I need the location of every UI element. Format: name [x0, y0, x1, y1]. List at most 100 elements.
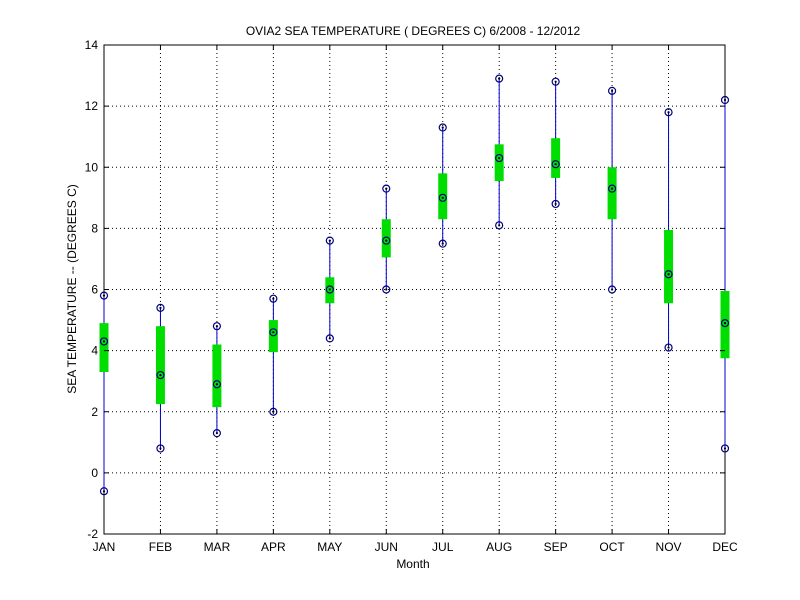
max-marker-dot — [159, 306, 162, 309]
median-marker-dot — [554, 163, 557, 166]
median-marker — [99, 337, 109, 346]
y-axis-label: SEA TEMPERATURE -- (DEGREES C) — [65, 184, 79, 394]
x-tick-label: SEP — [544, 540, 568, 554]
iqr-box — [607, 167, 617, 220]
max-marker — [99, 291, 109, 300]
min-marker-dot — [215, 432, 219, 435]
x-axis-label: Month — [396, 557, 429, 571]
min-marker-dot — [498, 224, 501, 227]
median-marker — [551, 160, 560, 169]
box-group-may — [325, 236, 335, 343]
median-marker-dot — [610, 187, 614, 190]
max-marker — [325, 236, 334, 245]
box-group-nov — [664, 108, 674, 352]
box-group-sep — [551, 77, 561, 209]
x-tick-label: AUG — [486, 540, 512, 554]
min-marker — [607, 285, 617, 294]
box-group-jan — [99, 291, 109, 496]
median-marker-dot — [441, 196, 444, 199]
median-marker-dot — [667, 273, 670, 276]
median-marker-dot — [215, 383, 219, 386]
box-group-feb — [155, 303, 165, 453]
min-marker-dot — [610, 288, 614, 291]
min-marker — [156, 444, 165, 453]
y-tick-label: 6 — [91, 283, 98, 297]
min-marker — [720, 444, 730, 453]
median-marker — [438, 193, 447, 202]
box-group-jul — [438, 123, 448, 248]
iqr-box — [551, 138, 561, 178]
x-tick-label: JAN — [93, 540, 116, 554]
iqr-box — [438, 173, 448, 220]
max-marker-dot — [102, 294, 106, 297]
min-marker-dot — [272, 410, 275, 413]
max-marker — [607, 86, 617, 95]
max-marker-dot — [723, 98, 727, 102]
iqr-box — [155, 326, 165, 405]
min-marker-dot — [554, 202, 557, 206]
median-marker-dot — [385, 239, 388, 242]
min-marker — [551, 199, 560, 209]
ticks-layer: -2 0 2 4 6 8 10 12 14 JAN FEB MAR APR MAY JUN JUL AUG SEP… — [85, 38, 738, 554]
y-tick-label: 14 — [85, 38, 99, 52]
min-marker-dot — [385, 288, 388, 291]
median-marker-dot — [723, 322, 727, 325]
min-marker-dot — [667, 346, 670, 349]
y-tick-label: 2 — [91, 405, 98, 419]
max-marker-dot — [610, 89, 614, 92]
max-marker-dot — [215, 325, 219, 328]
median-marker — [382, 236, 391, 245]
min-marker — [382, 285, 391, 294]
iqr-box — [99, 323, 109, 373]
median-marker-dot — [102, 340, 106, 343]
median-marker-dot — [272, 331, 275, 334]
iqr-box — [720, 291, 730, 359]
max-marker — [156, 303, 165, 312]
max-marker-dot — [498, 77, 501, 80]
y-tick-label: 8 — [91, 221, 98, 235]
min-marker-dot — [159, 447, 162, 450]
x-tick-label: APR — [261, 540, 286, 554]
median-marker — [212, 380, 222, 389]
max-marker — [720, 95, 730, 105]
box-group-oct — [607, 86, 617, 294]
x-tick-label: NOV — [656, 540, 682, 554]
median-marker — [720, 319, 730, 328]
median-marker — [325, 285, 334, 294]
median-marker — [156, 370, 165, 380]
iqr-box — [494, 144, 504, 182]
max-marker — [438, 123, 447, 132]
x-tick-label: JUN — [375, 540, 398, 554]
median-marker — [495, 153, 504, 163]
y-tick-label: -2 — [87, 527, 98, 541]
y-tick-label: 0 — [91, 466, 98, 480]
iqr-box — [664, 229, 674, 304]
median-marker-dot — [498, 156, 501, 160]
min-marker — [325, 334, 334, 343]
max-marker — [551, 77, 560, 86]
max-marker — [382, 184, 391, 193]
iqr-box — [212, 344, 222, 408]
min-marker — [495, 221, 504, 230]
min-marker-dot — [328, 337, 331, 340]
box-group-mar — [212, 322, 222, 438]
plot-area — [104, 45, 725, 534]
median-marker — [269, 328, 278, 337]
data-layer — [99, 74, 730, 496]
median-marker — [607, 184, 617, 193]
y-tick-label: 12 — [85, 99, 99, 113]
min-marker-dot — [723, 447, 727, 450]
x-tick-label: MAY — [317, 540, 342, 554]
y-tick-label: 4 — [91, 344, 98, 358]
x-tick-label: OCT — [599, 540, 625, 554]
x-tick-label: FEB — [149, 540, 172, 554]
chart-title: OVIA2 SEA TEMPERATURE ( DEGREES C) 6/200… — [246, 24, 581, 38]
max-marker-dot — [328, 239, 331, 242]
x-tick-label: MAR — [204, 540, 231, 554]
min-marker-dot — [441, 242, 444, 245]
max-marker-dot — [385, 187, 388, 190]
max-marker — [269, 294, 278, 303]
max-marker — [212, 322, 222, 331]
min-marker — [99, 487, 109, 496]
